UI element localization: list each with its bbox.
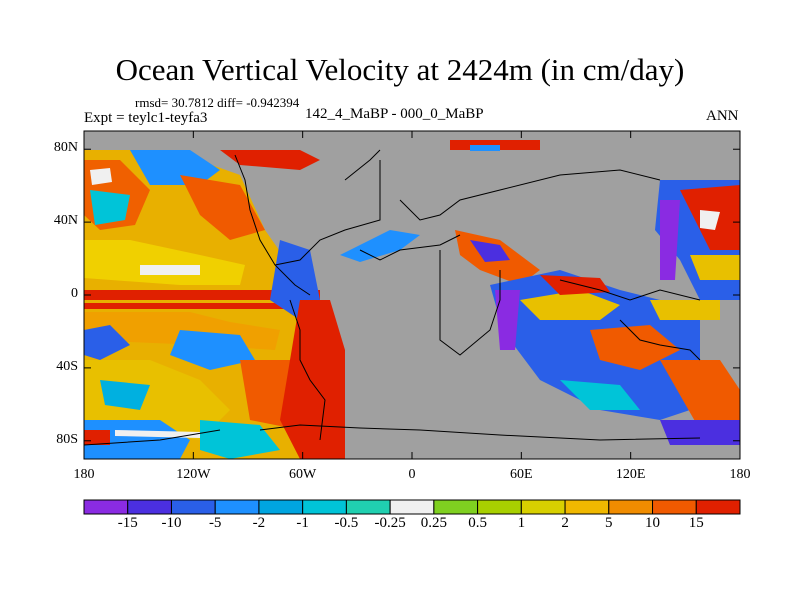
colorbar-label: -5 xyxy=(208,515,222,531)
colorbar-label: 2 xyxy=(561,515,569,531)
north-pacific-field xyxy=(655,180,740,300)
season-label: ANN xyxy=(706,108,739,124)
experiment-label: Expt = teylc1-teyfa3 xyxy=(84,110,208,126)
colorbar-box xyxy=(608,499,654,515)
lat-label: 80N xyxy=(53,140,78,156)
colorbar-label: 0.25 xyxy=(420,515,447,531)
stats-text: rmsd= 30.7812 diff= -0.942394 xyxy=(135,95,300,110)
colorbar-box xyxy=(170,499,216,515)
colorbar-box xyxy=(258,499,304,515)
plot-title: Ocean Vertical Velocity at 2424m (in cm/… xyxy=(115,52,685,87)
lat-label: 40N xyxy=(53,213,78,229)
lon-label: 180 xyxy=(73,467,95,482)
colorbar-box xyxy=(695,499,741,515)
colorbar-label: 1 xyxy=(517,515,526,531)
period-label: 142_4_MaBP - 000_0_MaBP xyxy=(305,106,484,122)
colorbar-box xyxy=(652,499,697,515)
lat-label: 40S xyxy=(56,358,78,374)
lat-label: 80S xyxy=(56,431,78,447)
colorbar-label: -1 xyxy=(296,515,309,531)
lon-label: 120W xyxy=(176,467,211,482)
lat-label: 0 xyxy=(71,286,78,301)
colorbar-box xyxy=(214,499,260,515)
colorbar-label: -0.5 xyxy=(334,515,359,531)
colorbar-label: -0.25 xyxy=(374,515,406,531)
colorbar-box xyxy=(302,499,347,515)
colorbar-box xyxy=(127,499,172,515)
colorbar-label: 15 xyxy=(688,515,704,531)
colorbar-box xyxy=(389,499,435,515)
coastlines xyxy=(84,149,701,446)
colorbar-label: 5 xyxy=(605,515,613,531)
lon-label: 60E xyxy=(510,467,533,482)
colorbar-label: -2 xyxy=(252,515,266,531)
colorbar-box xyxy=(433,499,479,515)
lon-label: 0 xyxy=(408,467,416,482)
colorbar-box xyxy=(564,499,610,515)
tethys-field xyxy=(340,230,540,285)
colorbar-box xyxy=(345,499,391,515)
indian-ocean-field xyxy=(490,270,740,445)
colorbar-box xyxy=(83,499,129,515)
axis-ticks xyxy=(83,131,741,459)
lon-label: 180 xyxy=(729,467,751,482)
colorbar-label: 0.5 xyxy=(468,515,487,531)
colorbar-box xyxy=(520,499,566,515)
map-field xyxy=(84,131,740,459)
colorbar-label: -10 xyxy=(161,515,182,531)
lon-label: 120E xyxy=(615,467,646,482)
colorbar-box xyxy=(477,499,522,515)
arctic-field xyxy=(450,140,540,151)
colorbar-label: -15 xyxy=(117,515,138,531)
lon-label: 60W xyxy=(289,467,317,482)
pacific-ocean-field xyxy=(84,150,345,459)
colorbar-label: 10 xyxy=(645,515,661,531)
